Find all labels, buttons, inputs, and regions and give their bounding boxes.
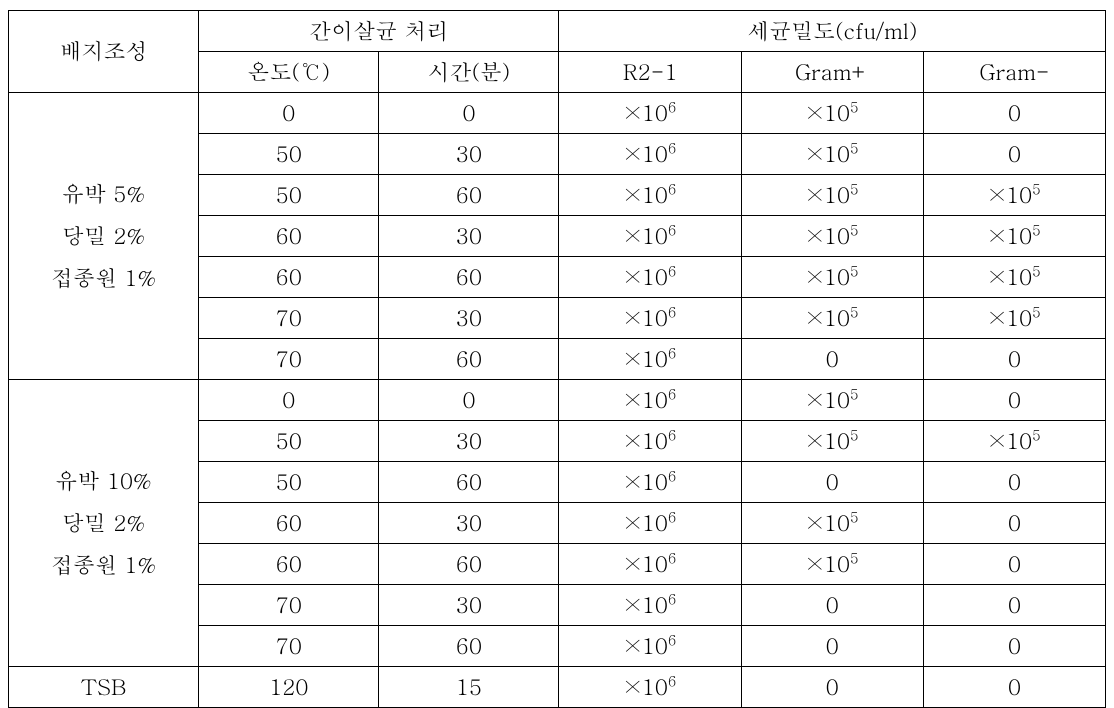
cell-time: 30 bbox=[379, 421, 559, 462]
cell-gramp: 0 bbox=[741, 626, 923, 667]
cell-gramm: 0 bbox=[923, 585, 1105, 626]
cell-gramm: ×105 bbox=[923, 216, 1105, 257]
cell-gramm: 0 bbox=[923, 544, 1105, 585]
cell-gramp: ×105 bbox=[741, 216, 923, 257]
cell-gramp: ×105 bbox=[741, 134, 923, 175]
cell-temp: 70 bbox=[199, 585, 379, 626]
cell-gramp: ×105 bbox=[741, 544, 923, 585]
cell-r21: ×106 bbox=[559, 667, 741, 708]
cell-gramp: 0 bbox=[741, 339, 923, 380]
cell-gramp: ×105 bbox=[741, 421, 923, 462]
cell-r21: ×106 bbox=[559, 462, 741, 503]
cell-time: 0 bbox=[379, 93, 559, 134]
table-row: 유박 5%당밀 2%접종원 1% 0 0 ×106 ×105 0 bbox=[9, 93, 1106, 134]
cell-temp: 70 bbox=[199, 339, 379, 380]
cell-gramm: ×105 bbox=[923, 421, 1105, 462]
cell-r21: ×106 bbox=[559, 134, 741, 175]
header-gramp: Gram+ bbox=[741, 52, 923, 93]
cell-gramp: ×105 bbox=[741, 175, 923, 216]
header-gramm: Gram- bbox=[923, 52, 1105, 93]
header-temp: 온도(℃) bbox=[199, 52, 379, 93]
cell-gramp: ×105 bbox=[741, 257, 923, 298]
header-density: 세균밀도(cfu/ml) bbox=[559, 11, 1106, 52]
cell-gramp: ×105 bbox=[741, 503, 923, 544]
cell-temp: 50 bbox=[199, 421, 379, 462]
cell-r21: ×106 bbox=[559, 585, 741, 626]
cell-gramm: 0 bbox=[923, 134, 1105, 175]
cell-temp: 50 bbox=[199, 462, 379, 503]
composition-group-2: 유박 10%당밀 2%접종원 1% bbox=[9, 380, 199, 667]
cell-gramp: 0 bbox=[741, 585, 923, 626]
table-row: 유박 10%당밀 2%접종원 1% 0 0 ×106 ×105 0 bbox=[9, 380, 1106, 421]
cell-time: 30 bbox=[379, 134, 559, 175]
cell-temp: 60 bbox=[199, 503, 379, 544]
cell-temp: 60 bbox=[199, 544, 379, 585]
cell-temp: 50 bbox=[199, 175, 379, 216]
cell-gramm: ×105 bbox=[923, 175, 1105, 216]
cell-time: 15 bbox=[379, 667, 559, 708]
cell-temp: 60 bbox=[199, 257, 379, 298]
composition-group-1: 유박 5%당밀 2%접종원 1% bbox=[9, 93, 199, 380]
cell-r21: ×106 bbox=[559, 380, 741, 421]
cell-r21: ×106 bbox=[559, 93, 741, 134]
cell-r21: ×106 bbox=[559, 626, 741, 667]
cell-temp: 70 bbox=[199, 626, 379, 667]
cell-gramm: ×105 bbox=[923, 257, 1105, 298]
data-table: 배지조성 간이살균 처리 세균밀도(cfu/ml) 온도(℃) 시간(분) R2… bbox=[8, 10, 1106, 708]
cell-gramm: 0 bbox=[923, 462, 1105, 503]
cell-r21: ×106 bbox=[559, 216, 741, 257]
cell-temp: 0 bbox=[199, 93, 379, 134]
cell-gramp: ×105 bbox=[741, 93, 923, 134]
cell-time: 30 bbox=[379, 585, 559, 626]
cell-temp: 120 bbox=[199, 667, 379, 708]
cell-temp: 60 bbox=[199, 216, 379, 257]
cell-gramm: 0 bbox=[923, 93, 1105, 134]
cell-time: 30 bbox=[379, 298, 559, 339]
cell-gramm: 0 bbox=[923, 339, 1105, 380]
cell-gramp: 0 bbox=[741, 462, 923, 503]
header-composition: 배지조성 bbox=[9, 11, 199, 93]
cell-gramm: ×105 bbox=[923, 298, 1105, 339]
cell-r21: ×106 bbox=[559, 421, 741, 462]
cell-r21: ×106 bbox=[559, 257, 741, 298]
header-sterilization: 간이살균 처리 bbox=[199, 11, 559, 52]
cell-time: 0 bbox=[379, 380, 559, 421]
cell-r21: ×106 bbox=[559, 503, 741, 544]
cell-r21: ×106 bbox=[559, 175, 741, 216]
cell-time: 60 bbox=[379, 175, 559, 216]
header-time: 시간(분) bbox=[379, 52, 559, 93]
header-r21: R2-1 bbox=[559, 52, 741, 93]
cell-gramm: 0 bbox=[923, 667, 1105, 708]
cell-temp: 0 bbox=[199, 380, 379, 421]
cell-r21: ×106 bbox=[559, 544, 741, 585]
cell-time: 60 bbox=[379, 462, 559, 503]
cell-time: 60 bbox=[379, 339, 559, 380]
cell-gramp: ×105 bbox=[741, 380, 923, 421]
cell-temp: 70 bbox=[199, 298, 379, 339]
cell-r21: ×106 bbox=[559, 298, 741, 339]
cell-time: 60 bbox=[379, 544, 559, 585]
cell-temp: 50 bbox=[199, 134, 379, 175]
cell-gramm: 0 bbox=[923, 626, 1105, 667]
cell-time: 60 bbox=[379, 626, 559, 667]
cell-r21: ×106 bbox=[559, 339, 741, 380]
cell-gramm: 0 bbox=[923, 380, 1105, 421]
cell-gramp: ×105 bbox=[741, 298, 923, 339]
cell-time: 60 bbox=[379, 257, 559, 298]
cell-time: 30 bbox=[379, 216, 559, 257]
table-row: TSB 120 15 ×106 0 0 bbox=[9, 667, 1106, 708]
composition-tsb: TSB bbox=[9, 667, 199, 708]
cell-gramm: 0 bbox=[923, 503, 1105, 544]
cell-gramp: 0 bbox=[741, 667, 923, 708]
cell-time: 30 bbox=[379, 503, 559, 544]
